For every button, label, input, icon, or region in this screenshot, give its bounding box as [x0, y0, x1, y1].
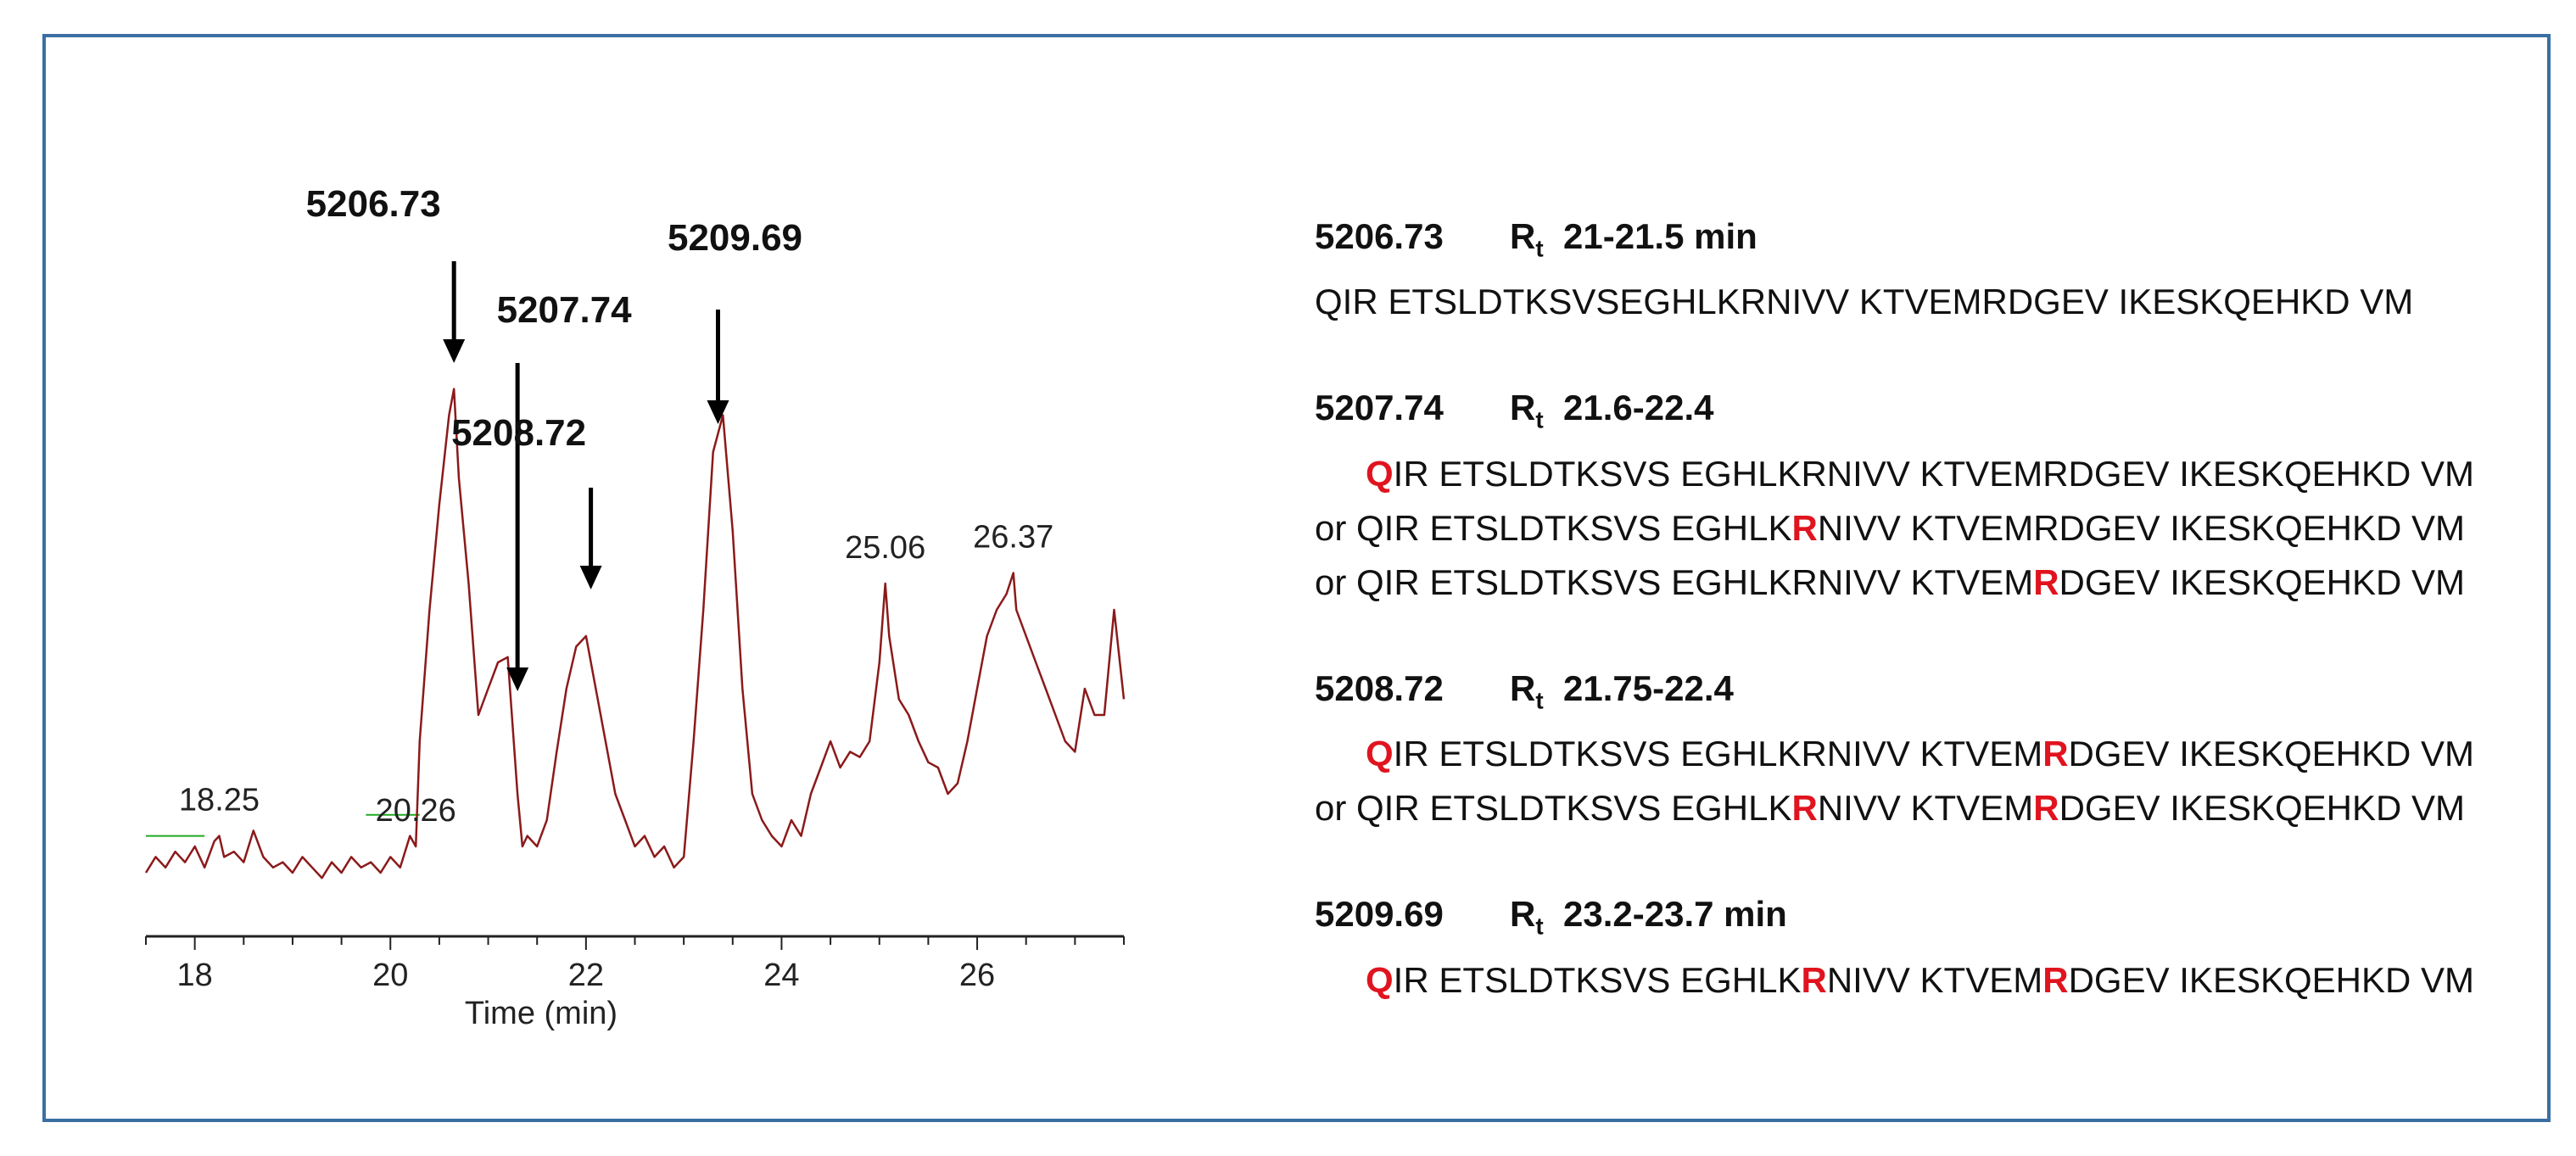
retention-time-subscript: t	[1535, 687, 1544, 714]
sequence-segment: QIR ETSLDTKSVS EGHLK	[1356, 788, 1792, 829]
x-tick-label: 18	[177, 958, 213, 993]
sequence-segment: QIR ETSLDTKSVS EGHLKRNIVV KTVEM	[1356, 561, 2034, 602]
x-tick-label: 22	[568, 958, 604, 993]
sequence-prefix: or	[1315, 561, 1357, 602]
modified-residue: R	[2033, 788, 2059, 829]
sequence-segment: DGEV IKESKQEHKD VM	[2059, 561, 2465, 602]
sequence-segment: IR ETSLDTKSVS EGHLKRNIVV KTVEM	[1393, 734, 2043, 774]
sequence-line: QIR ETSLDTKSVS EGHLKRNIVV KTVEMRDGEV IKE…	[1315, 953, 2528, 1008]
peak-label: 26.37	[973, 520, 1053, 556]
sequence-line: QIR ETSLDTKSVS EGHLKRNIVV KTVEMRDGEV IKE…	[1315, 727, 2528, 781]
sequence-line: QIR ETSLDTKSVS EGHLKRNIVV KTVEMRDGEV IKE…	[1315, 447, 2528, 501]
retention-time-range: 21.75-22.4	[1563, 667, 1734, 708]
retention-time-symbol: R	[1510, 667, 1536, 708]
arrow-head	[579, 566, 602, 589]
arrow-mass-label: 5207.74	[497, 289, 633, 331]
peptide-header: 5206.73 Rt 21-21.5 min	[1315, 210, 2528, 275]
retention-time-subscript: t	[1535, 235, 1544, 262]
peptide-mass: 5209.69	[1315, 894, 1444, 935]
sequence-segment: IR ETSLDTKSVS EGHLK	[1393, 959, 1802, 1000]
retention-time-symbol: R	[1510, 216, 1536, 256]
sequence-segment: QIR ETSLDTKSVS EGHLK	[1356, 507, 1792, 548]
retention-time-symbol: R	[1510, 388, 1536, 428]
peptide-block: 5209.69 Rt 23.2-23.7 min QIR ETSLDTKSVS EG…	[1315, 888, 2528, 1007]
sequence-segment: DGEV IKESKQEHKD VM	[2059, 788, 2466, 829]
sequence-segment: DGEV IKESKQEHKD VM	[2068, 959, 2475, 1000]
modified-residue: R	[2033, 561, 2059, 602]
modified-residue: R	[2042, 959, 2069, 1000]
arrow-mass-label: 5206.73	[306, 183, 441, 225]
x-tick-label: 20	[372, 958, 408, 993]
sequence-segment: DGEV IKESKQEHKD VM	[2068, 734, 2474, 774]
modified-residue: R	[2042, 734, 2069, 774]
sequence-prefix: or	[1315, 788, 1357, 829]
modified-residue: R	[1791, 507, 1818, 548]
retention-time-subscript: t	[1535, 406, 1544, 433]
arrow-mass-label: 5208.72	[451, 412, 586, 454]
chromatogram-trace	[144, 388, 1126, 880]
sequence-segment: IR ETSLDTKSVS EGHLKRNIVV KTVEMRDGEV IKES…	[1393, 453, 2474, 494]
modified-residue: Q	[1366, 734, 1394, 774]
sequence-line: QIR ETSLDTKSVSEGHLKRNIVV KTVEMRDGEV IKES…	[1315, 275, 2528, 329]
sequence-line: or QIR ETSLDTKSVS EGHLKRNIVV KTVEMRDGEV …	[1315, 781, 2528, 835]
retention-time-symbol: R	[1510, 894, 1536, 935]
modified-residue: Q	[1366, 959, 1394, 1000]
retention-time-range: 23.2-23.7 min	[1563, 894, 1787, 935]
peptide-mass: 5208.72	[1315, 667, 1444, 708]
arrow-mass-label: 5209.69	[668, 217, 802, 259]
peptide-block: 5206.73 Rt 21-21.5 min QIR ETSLDTKSVSEGHLK…	[1315, 210, 2528, 329]
arrow-head	[443, 339, 466, 363]
peptide-mass: 5207.74	[1315, 388, 1444, 428]
peptide-assignments: 5206.73 Rt 21-21.5 min QIR ETSLDTKSVSEGHLK…	[1315, 210, 2528, 1060]
peak-label: 20.26	[376, 793, 456, 829]
sequence-segment: QIR ETSLDTKSVSEGHLKRNIVV KTVEMRDGEV IKES…	[1315, 282, 2414, 322]
peptide-block: 5208.72 Rt 21.75-22.4 QIR ETSLDTKSVS EGHLK…	[1315, 662, 2528, 835]
figure-frame	[42, 34, 2551, 1122]
sequence-segment: NIVV KTVEM	[1826, 959, 2043, 1000]
peptide-header: 5207.74 Rt 21.6-22.4	[1315, 382, 2528, 446]
x-tick-label: 26	[959, 958, 995, 993]
arrow-head	[707, 400, 729, 424]
modified-residue: R	[1801, 959, 1827, 1000]
peak-label: 18.25	[179, 783, 260, 818]
sequence-segment: NIVV KTVEM	[1817, 788, 2034, 829]
sequence-segment: NIVV KTVEMRDGEV IKESKQEHKD VM	[1817, 507, 2466, 548]
retention-time-range: 21-21.5 min	[1563, 216, 1757, 256]
peak-label: 25.06	[845, 530, 925, 566]
peptide-block: 5207.74 Rt 21.6-22.4 QIR ETSLDTKSVS EGHLKR…	[1315, 382, 2528, 609]
peptide-header: 5208.72 Rt 21.75-22.4	[1315, 662, 2528, 727]
sequence-line: or QIR ETSLDTKSVS EGHLKRNIVV KTVEMRDGEV …	[1315, 556, 2528, 610]
arrow-head	[506, 667, 529, 691]
chromatogram-chart: 18 20 22 24 26 18.25 20.26 25.06 26.37 5206.73 520…	[144, 183, 1126, 1031]
x-tick-label: 24	[763, 958, 799, 993]
modified-residue: R	[1791, 788, 1818, 829]
retention-time-subscript: t	[1535, 913, 1544, 940]
plot-layer: 18 20 22 24 26 18.25 20.26 25.06 26.37 5206.73 520…	[144, 183, 1126, 993]
retention-time-range: 21.6-22.4	[1563, 388, 1714, 428]
x-axis-title: Time (min)	[465, 996, 617, 1031]
peptide-header: 5209.69 Rt 23.2-23.7 min	[1315, 888, 2528, 952]
sequence-prefix: or	[1315, 507, 1357, 548]
peptide-mass: 5206.73	[1315, 216, 1444, 256]
sequence-line: or QIR ETSLDTKSVS EGHLKRNIVV KTVEMRDGEV …	[1315, 501, 2528, 556]
modified-residue: Q	[1366, 453, 1394, 494]
